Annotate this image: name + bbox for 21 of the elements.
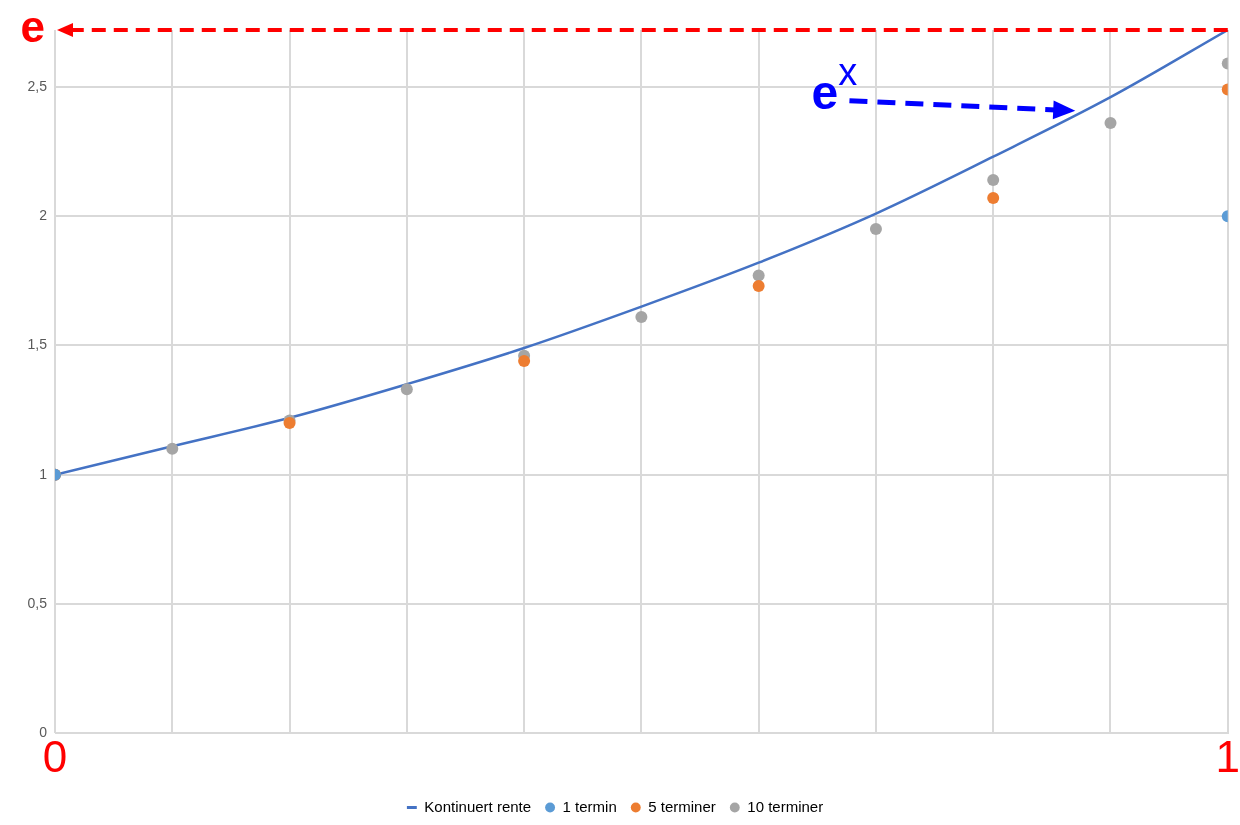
legend-label: 1 termin [562, 797, 617, 815]
annotation: e$^{x}$ [811, 50, 858, 119]
y-tick-label: 1,5 [27, 336, 48, 353]
y-tick-label: 2 [39, 207, 48, 223]
y-tick-label: 2,5 [27, 77, 48, 94]
y-tick-label: 1 [39, 465, 48, 482]
point [635, 310, 648, 323]
point [869, 223, 882, 236]
point [987, 192, 1000, 205]
y-tick-label: 0,5 [27, 594, 48, 611]
point [987, 173, 1000, 186]
point [518, 354, 531, 367]
point [752, 279, 765, 292]
legend-label: 10 terminer [747, 797, 824, 815]
legend-label: Kontinuert rente [424, 797, 532, 815]
point [1104, 117, 1117, 130]
legend-label: 5 terminer [648, 797, 716, 815]
point [752, 269, 765, 282]
point [400, 383, 413, 396]
point [166, 442, 179, 455]
ref-line-label: e [20, 2, 45, 52]
